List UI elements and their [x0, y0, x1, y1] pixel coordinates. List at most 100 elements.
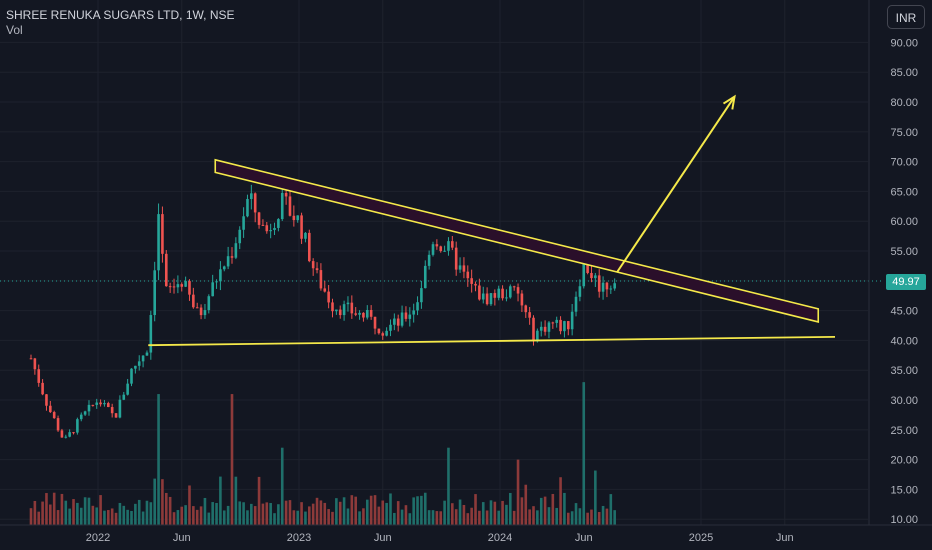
volume-bar — [590, 509, 593, 525]
support-line — [148, 335, 836, 347]
volume-bar — [184, 505, 187, 525]
candle-body — [458, 265, 462, 270]
candle-body — [528, 312, 531, 318]
time-tick-label: Jun — [776, 532, 794, 544]
candle-body — [226, 256, 230, 267]
price-tick-label: 25.00 — [890, 425, 918, 437]
candle-body — [566, 321, 570, 330]
volume-bar — [408, 513, 412, 525]
volume-bar — [137, 499, 141, 525]
candle-body — [420, 288, 423, 303]
chart-legend: SHREE RENUKA SUGARS LTD, 1W, NSE Vol — [6, 8, 235, 38]
candle-body — [478, 285, 481, 300]
volume-bar — [130, 510, 133, 525]
volume-bar — [203, 497, 207, 525]
candle-body — [292, 215, 296, 221]
time-tick-label: 2023 — [287, 532, 311, 544]
time-tick-label: 2024 — [488, 532, 512, 544]
candle-body — [346, 302, 350, 305]
price-tick-label: 70.00 — [890, 157, 918, 169]
candle-body — [114, 413, 118, 418]
time-tick-label: Jun — [575, 532, 593, 544]
volume-bar — [273, 513, 276, 525]
volume-bar — [331, 511, 334, 525]
candle-body — [257, 212, 261, 225]
volume-label: Vol — [6, 23, 23, 37]
candle-body — [230, 256, 234, 258]
gridlines — [0, 0, 884, 525]
volume-bar — [157, 394, 160, 525]
candle-body — [590, 272, 593, 279]
candle-body — [91, 404, 95, 406]
volume-bar — [447, 447, 450, 525]
candle-body — [431, 244, 435, 255]
candle-body — [462, 265, 466, 272]
volume-bar — [578, 508, 582, 525]
volume-bar — [33, 500, 37, 525]
volume-bar — [234, 476, 238, 525]
volume-bar — [246, 510, 249, 525]
candle-body — [342, 304, 346, 316]
volume-bar — [327, 509, 330, 525]
candle-body — [532, 317, 535, 342]
candle-body — [242, 216, 245, 230]
volume-bar — [412, 497, 415, 525]
volume-bar — [393, 512, 396, 525]
volume-bar — [396, 501, 400, 525]
volume-bar — [300, 502, 303, 525]
candle-body — [423, 265, 427, 289]
volume-bar — [219, 476, 222, 525]
candle-body — [41, 382, 44, 395]
volume-bar — [277, 504, 280, 525]
price-tick-label: 80.00 — [890, 97, 918, 109]
candle-body — [474, 283, 477, 286]
volume-bar — [416, 496, 419, 525]
candle-body — [60, 430, 64, 438]
candle-body — [516, 287, 520, 294]
candle-body — [45, 394, 48, 406]
volume-bar — [114, 512, 118, 525]
trendline-drawings[interactable] — [148, 94, 836, 347]
price-tick-label: 90.00 — [890, 37, 918, 49]
candle-body — [122, 394, 126, 400]
volume-bar — [207, 512, 211, 525]
volume-bar — [192, 506, 195, 525]
volume-bar — [226, 505, 230, 525]
volume-bar — [574, 503, 578, 525]
candle-body — [261, 224, 265, 226]
candle-body — [597, 275, 601, 292]
price-axis[interactable]: 90.00 85.00 80.00 75.00 70.00 65.00 60.00 55.00… — [868, 0, 918, 526]
candle-body — [311, 261, 315, 269]
candle-body — [87, 404, 91, 412]
candle-body — [524, 305, 528, 313]
time-axis[interactable]: 2022 Jun 2023 Jun 2024 Jun 2025 Jun — [0, 524, 932, 544]
volume-bar — [605, 508, 609, 525]
candle-body — [358, 312, 361, 315]
volume-bar — [211, 502, 214, 525]
volume-bar — [168, 496, 172, 525]
volume-bar — [365, 499, 369, 525]
candle-body — [234, 243, 238, 258]
volume-bar — [29, 508, 33, 525]
candle-body — [296, 215, 300, 221]
candle-body — [551, 322, 555, 324]
candle-body — [134, 365, 137, 369]
volume-bar — [505, 504, 508, 525]
volume-bar — [458, 499, 462, 525]
volume-bar — [188, 485, 191, 525]
volume-bar — [161, 479, 164, 525]
candle-body — [354, 313, 357, 315]
candle-body — [613, 283, 616, 289]
candle-body — [265, 225, 269, 232]
volume-bar — [509, 492, 512, 525]
volume-bars — [29, 382, 616, 525]
currency-button[interactable]: INR — [887, 5, 925, 29]
candle-body — [578, 286, 582, 297]
candle-body — [427, 254, 431, 266]
candle-body — [369, 309, 373, 317]
volume-bar — [594, 470, 597, 525]
volume-bar — [164, 492, 168, 525]
candle-body — [33, 358, 37, 370]
candle-body — [211, 282, 214, 297]
